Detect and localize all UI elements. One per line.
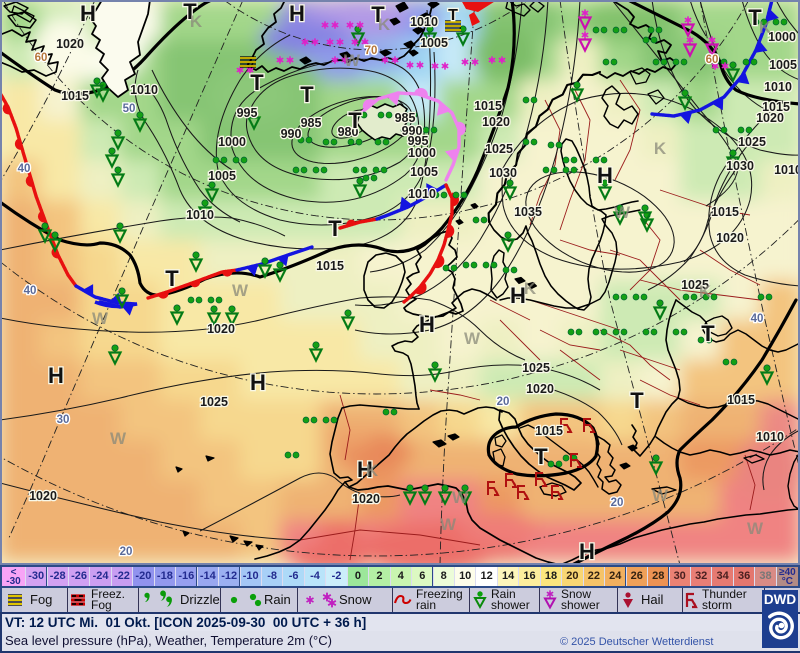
svg-text:W: W bbox=[452, 488, 469, 507]
svg-text:H: H bbox=[510, 283, 526, 308]
svg-text:T: T bbox=[300, 82, 314, 107]
svg-text:W: W bbox=[747, 519, 764, 538]
svg-text:T: T bbox=[371, 2, 385, 27]
svg-text:1020: 1020 bbox=[29, 489, 57, 503]
svg-text:K: K bbox=[366, 461, 379, 480]
svg-text:1020: 1020 bbox=[756, 111, 784, 125]
svg-text:1020: 1020 bbox=[526, 382, 554, 396]
svg-text:1015: 1015 bbox=[535, 424, 563, 438]
svg-text:H: H bbox=[48, 363, 64, 388]
svg-text:W: W bbox=[110, 429, 127, 448]
svg-text:60: 60 bbox=[35, 52, 48, 64]
svg-text:W: W bbox=[464, 329, 481, 348]
svg-text:T: T bbox=[348, 108, 362, 133]
svg-text:1015: 1015 bbox=[727, 393, 755, 407]
svg-text:985: 985 bbox=[395, 111, 416, 125]
svg-text:W: W bbox=[440, 515, 457, 534]
svg-text:1015: 1015 bbox=[474, 99, 502, 113]
svg-text:1015: 1015 bbox=[316, 259, 344, 273]
svg-text:1010: 1010 bbox=[756, 430, 784, 444]
svg-text:T: T bbox=[165, 266, 179, 291]
svg-text:40: 40 bbox=[24, 285, 37, 297]
svg-text:H: H bbox=[250, 370, 266, 395]
svg-text:H: H bbox=[419, 312, 435, 337]
svg-text:980: 980 bbox=[338, 125, 359, 139]
svg-text:H: H bbox=[80, 1, 96, 26]
svg-text:T: T bbox=[534, 444, 548, 469]
svg-text:T: T bbox=[748, 5, 762, 30]
svg-text:20: 20 bbox=[120, 546, 133, 558]
svg-text:1010: 1010 bbox=[408, 187, 436, 201]
svg-text:995: 995 bbox=[408, 134, 429, 148]
svg-text:W: W bbox=[92, 309, 109, 328]
svg-text:1030: 1030 bbox=[489, 166, 517, 180]
svg-text:1000: 1000 bbox=[768, 30, 796, 44]
svg-text:1010: 1010 bbox=[774, 163, 800, 177]
svg-text:40: 40 bbox=[18, 163, 31, 175]
svg-text:T: T bbox=[448, 7, 458, 24]
svg-text:1010: 1010 bbox=[186, 208, 214, 222]
svg-text:20: 20 bbox=[611, 497, 624, 509]
svg-text:70: 70 bbox=[365, 45, 378, 57]
svg-text:1010: 1010 bbox=[764, 80, 792, 94]
svg-text:H: H bbox=[289, 1, 305, 26]
svg-text:1005: 1005 bbox=[208, 169, 236, 183]
svg-text:1000: 1000 bbox=[218, 135, 246, 149]
svg-text:30: 30 bbox=[57, 414, 70, 426]
svg-text:1025: 1025 bbox=[522, 361, 550, 375]
svg-text:W: W bbox=[232, 281, 249, 300]
svg-text:995: 995 bbox=[237, 106, 258, 120]
svg-text:W: W bbox=[344, 51, 361, 70]
svg-text:1015: 1015 bbox=[711, 205, 739, 219]
svg-text:1005: 1005 bbox=[410, 165, 438, 179]
svg-text:1025: 1025 bbox=[738, 135, 766, 149]
svg-text:1010: 1010 bbox=[410, 15, 438, 29]
svg-text:T: T bbox=[183, 0, 197, 24]
svg-text:60: 60 bbox=[706, 54, 719, 66]
svg-text:W: W bbox=[652, 486, 669, 505]
svg-text:1035: 1035 bbox=[514, 205, 542, 219]
svg-text:T: T bbox=[630, 388, 644, 413]
svg-text:1005: 1005 bbox=[769, 58, 797, 72]
svg-text:K: K bbox=[699, 282, 712, 301]
svg-text:T: T bbox=[701, 321, 715, 346]
svg-text:T: T bbox=[250, 70, 264, 95]
svg-text:1020: 1020 bbox=[56, 37, 84, 51]
svg-text:1025: 1025 bbox=[485, 142, 513, 156]
svg-text:990: 990 bbox=[281, 127, 302, 141]
svg-text:K: K bbox=[190, 12, 203, 31]
svg-text:1020: 1020 bbox=[352, 492, 380, 506]
svg-text:990: 990 bbox=[402, 124, 423, 138]
svg-text:H: H bbox=[579, 539, 595, 564]
svg-text:1025: 1025 bbox=[681, 278, 709, 292]
svg-text:1020: 1020 bbox=[716, 231, 744, 245]
svg-text:1015: 1015 bbox=[61, 89, 89, 103]
svg-text:K: K bbox=[654, 139, 667, 158]
svg-text:1015: 1015 bbox=[762, 100, 790, 114]
svg-text:985: 985 bbox=[301, 116, 322, 130]
svg-text:1020: 1020 bbox=[482, 115, 510, 129]
svg-text:1000: 1000 bbox=[408, 146, 436, 160]
svg-text:1030: 1030 bbox=[726, 159, 754, 173]
svg-text:20: 20 bbox=[497, 396, 510, 408]
svg-text:40: 40 bbox=[751, 313, 764, 325]
svg-text:W: W bbox=[614, 203, 631, 222]
svg-text:K: K bbox=[759, 18, 772, 37]
svg-text:1005: 1005 bbox=[420, 36, 448, 50]
svg-text:H: H bbox=[597, 163, 613, 188]
svg-text:H: H bbox=[357, 457, 373, 482]
svg-text:T: T bbox=[328, 216, 342, 241]
svg-text:1025: 1025 bbox=[200, 395, 228, 409]
svg-text:1020: 1020 bbox=[207, 322, 235, 336]
svg-text:K: K bbox=[524, 279, 537, 298]
svg-text:50: 50 bbox=[123, 103, 136, 115]
svg-text:K: K bbox=[378, 15, 391, 34]
svg-text:1010: 1010 bbox=[130, 83, 158, 97]
